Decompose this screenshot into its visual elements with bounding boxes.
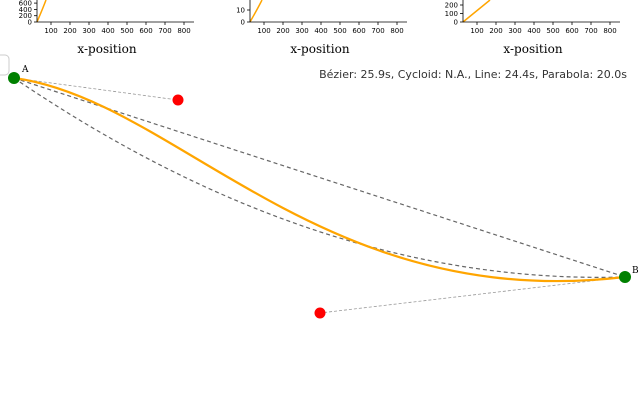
status-text: Bézier: 25.9s, Cycloid: N.A., Line: 24.4… xyxy=(319,68,627,81)
x-axis-label: x-position xyxy=(503,42,562,56)
y-tick-label: 0 xyxy=(454,19,458,27)
plot-curve xyxy=(36,0,47,23)
x-tick-label: 800 xyxy=(177,27,190,35)
x-tick-label: 100 xyxy=(470,27,483,35)
x-tick-label: 800 xyxy=(390,27,403,35)
control-line xyxy=(319,276,626,314)
x-tick-label: 700 xyxy=(158,27,171,35)
x-tick-label: 700 xyxy=(584,27,597,35)
control-line xyxy=(13,77,179,101)
end-label: B xyxy=(632,266,639,276)
x-tick-label: 600 xyxy=(352,27,365,35)
x-tick-label: 600 xyxy=(139,27,152,35)
construction: A B xyxy=(8,65,639,319)
x-tick-label: 300 xyxy=(295,27,308,35)
y-tick-label: 10 xyxy=(236,7,245,15)
x-axis-label: x-position xyxy=(77,42,136,56)
x-tick-label: 400 xyxy=(314,27,327,35)
x-tick-label: 200 xyxy=(276,27,289,35)
bezier-path xyxy=(13,76,626,283)
start-label: A xyxy=(21,65,29,75)
x-tick-label: 500 xyxy=(546,27,559,35)
y-tick-label: 100 xyxy=(445,10,458,18)
y-tick-label: 0 xyxy=(28,19,32,27)
y-tick-label: 200 xyxy=(19,12,32,20)
x-tick-label: 100 xyxy=(257,27,270,35)
x-tick-label: 500 xyxy=(333,27,346,35)
x-axis-label: x-position xyxy=(290,42,349,56)
control-point[interactable] xyxy=(314,307,326,319)
x-tick-label: 100 xyxy=(44,27,57,35)
x-tick-label: 200 xyxy=(489,27,502,35)
plot-curve xyxy=(462,0,491,23)
x-tick-label: 600 xyxy=(565,27,578,35)
start-point[interactable] xyxy=(8,72,20,84)
plots: 100 200 300 400 500 600 700 8000200400600x-posi… xyxy=(19,0,620,56)
end-point[interactable] xyxy=(619,271,631,283)
x-tick-label: 400 xyxy=(527,27,540,35)
y-tick-label: 600 xyxy=(19,0,32,8)
x-tick-label: 300 xyxy=(82,27,95,35)
control-point[interactable] xyxy=(172,94,184,106)
y-tick-label: 200 xyxy=(445,2,458,10)
side-tab xyxy=(0,54,10,76)
parabola-path xyxy=(13,77,626,278)
y-tick-label: 0 xyxy=(241,19,245,27)
x-tick-label: 200 xyxy=(63,27,76,35)
x-tick-label: 300 xyxy=(508,27,521,35)
x-tick-label: 500 xyxy=(120,27,133,35)
line-path xyxy=(13,77,626,278)
x-tick-label: 700 xyxy=(371,27,384,35)
x-tick-label: 800 xyxy=(603,27,616,35)
x-tick-label: 400 xyxy=(101,27,114,35)
y-tick-label: 400 xyxy=(19,6,32,14)
plot-curve xyxy=(249,0,263,23)
